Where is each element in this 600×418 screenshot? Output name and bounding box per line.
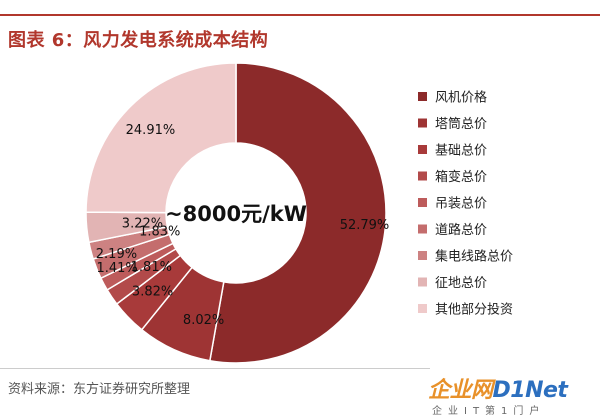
watermark-logo: 企业网D1Net 企业IT第1门户 [428,372,600,418]
top-rule [0,14,600,16]
page-title: 图表 6：风力发电系统成本结构 [8,30,269,51]
data-label-2: 8.02% [183,313,224,328]
legend-swatch-3 [418,145,427,154]
legend-label-6: 道路总价 [435,222,487,238]
legend-label-8: 征地总价 [435,276,487,291]
data-label-5: 1.41% [96,261,137,276]
legend-swatch-7 [418,251,427,260]
data-label-4: 1.81% [131,260,172,275]
legend-swatch-5 [418,198,427,207]
data-label-9: 24.91% [126,123,176,138]
slice-9 [85,62,237,214]
legend-label-3: 基础总价 [435,144,487,159]
source-note: 资料来源：东方证券研究所整理 [8,382,191,397]
watermark-tagline: 企业IT第1门户 [432,406,546,417]
data-label-8: 3.22% [122,217,163,232]
center-label: ~8000元/kW [165,202,307,226]
bottom-rule [0,368,430,369]
legend-label-4: 箱变总价 [435,169,487,185]
legend-label-2: 塔筒总价 [435,116,487,132]
legend-swatch-1 [418,92,427,101]
legend-swatch-8 [418,277,427,287]
data-label-3: 3.82% [132,284,173,299]
legend-label-9: 其他部分投资 [435,302,513,318]
legend-swatch-2 [418,118,427,128]
slice-1 [208,62,387,364]
legend-swatch-6 [418,224,427,234]
legend-label-5: 吊装总价 [435,197,487,212]
watermark-wordmark: 企业网D1Net [428,378,568,403]
data-label-1: 52.79% [340,218,390,233]
legend-swatch-9 [418,304,427,313]
data-label-6: 2.19% [96,247,137,262]
data-label-7: 1.83% [139,224,180,239]
legend-label-7: 集电线路总价 [435,249,513,265]
legend-label-1: 风机价格 [435,90,487,106]
legend-swatch-4 [418,171,427,181]
